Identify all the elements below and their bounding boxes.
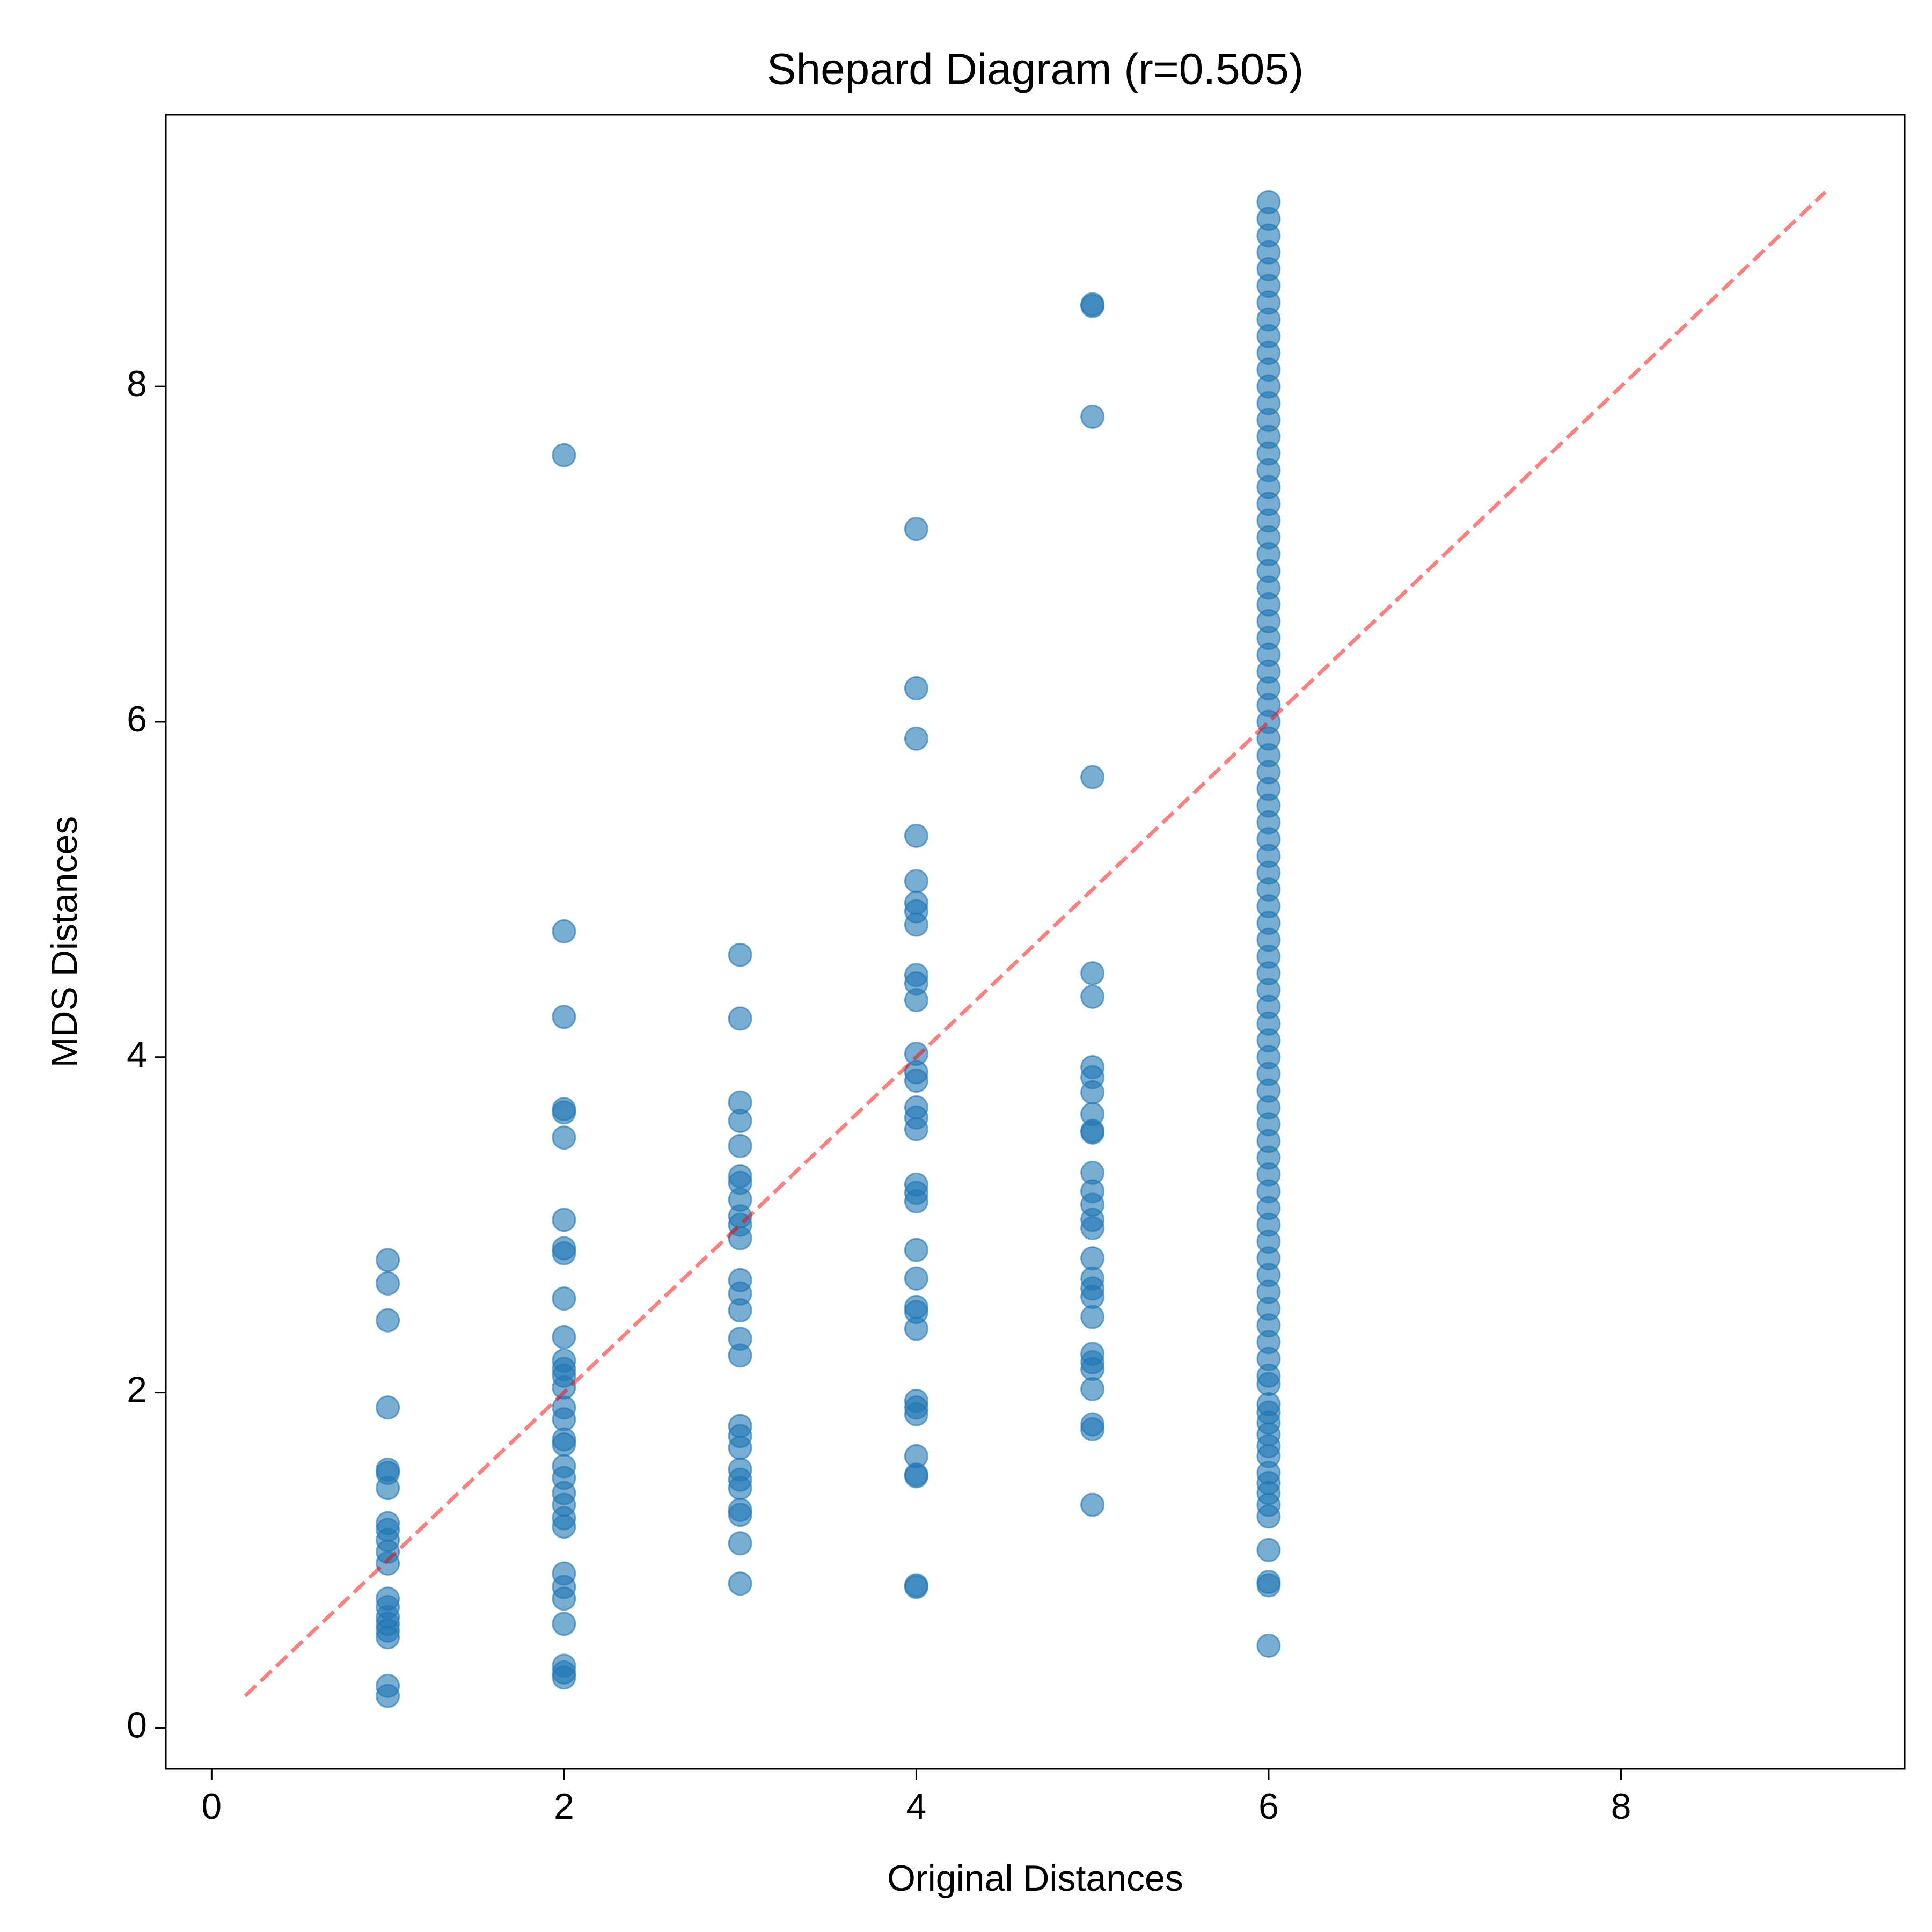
point: [1080, 961, 1105, 986]
point: [1256, 1633, 1281, 1658]
point: [376, 1684, 400, 1708]
point: [904, 1238, 928, 1262]
point: [1080, 984, 1105, 1009]
point: [904, 1117, 928, 1141]
y-tick-label: 4: [127, 1034, 147, 1075]
point: [1256, 1504, 1281, 1529]
point: [904, 1575, 928, 1599]
point: [1256, 1372, 1281, 1396]
point: [552, 1665, 576, 1690]
plot-frame: [165, 114, 1906, 1770]
point: [728, 1343, 752, 1368]
chart-title: Shepard Diagram (r=0.505): [767, 45, 1304, 94]
x-tick-label: 6: [1258, 1786, 1279, 1827]
point: [552, 1325, 576, 1350]
y-tick-label: 8: [127, 363, 147, 404]
point: [552, 1586, 576, 1611]
point: [552, 1612, 576, 1636]
point: [904, 823, 928, 848]
point: [904, 517, 928, 541]
x-tick-label: 2: [554, 1786, 574, 1827]
point: [904, 726, 928, 751]
point: [904, 1316, 928, 1341]
point: [552, 1286, 576, 1311]
x-tick-label: 4: [906, 1786, 927, 1827]
point: [552, 1100, 576, 1125]
point: [1256, 1573, 1281, 1598]
point: [1080, 1216, 1105, 1240]
point: [376, 1476, 400, 1501]
point: [904, 1266, 928, 1291]
point: [904, 1464, 928, 1489]
point: [1080, 1305, 1105, 1329]
point: [552, 1241, 576, 1265]
point: [904, 1189, 928, 1213]
point: [552, 1432, 576, 1457]
point: [1080, 1357, 1105, 1381]
point: [552, 1375, 576, 1400]
point: [728, 1503, 752, 1527]
point: [1080, 1417, 1105, 1441]
x-axis-label: Original Distances: [887, 1858, 1183, 1899]
point: [1256, 189, 1281, 214]
point: [376, 1551, 400, 1576]
point: [904, 912, 928, 937]
point: [728, 1531, 752, 1556]
point: [1080, 404, 1105, 429]
y-tick-label: 0: [127, 1704, 147, 1745]
x-tick-label: 8: [1611, 1786, 1631, 1827]
y-axis-label: MDS Distances: [44, 816, 85, 1068]
point: [376, 1248, 400, 1272]
point: [1080, 1377, 1105, 1401]
point: [552, 1407, 576, 1432]
point: [728, 942, 752, 967]
point: [728, 1571, 752, 1596]
point: [904, 869, 928, 894]
point: [376, 1625, 400, 1650]
point: [728, 1298, 752, 1323]
point: [552, 1208, 576, 1232]
point: [552, 1125, 576, 1150]
point: [728, 1133, 752, 1158]
point: [904, 676, 928, 700]
point: [552, 919, 576, 943]
point: [376, 1308, 400, 1333]
point: [728, 1006, 752, 1031]
point: [376, 1395, 400, 1420]
reference-line: [244, 191, 1827, 1697]
point: [1080, 765, 1105, 789]
point: [904, 1402, 928, 1426]
point: [1256, 1538, 1281, 1562]
point: [1080, 1492, 1105, 1517]
point: [728, 1476, 752, 1501]
point: [728, 1109, 752, 1133]
y-tick-label: 6: [127, 699, 147, 740]
point: [552, 1005, 576, 1029]
point: [1080, 294, 1105, 318]
point: [376, 1271, 400, 1296]
point: [904, 988, 928, 1013]
point: [1080, 1246, 1105, 1271]
x-tick-label: 0: [201, 1786, 222, 1827]
point: [1080, 1285, 1105, 1309]
y-tick-label: 2: [127, 1370, 147, 1410]
point: [552, 1514, 576, 1539]
point: [552, 443, 576, 467]
point: [1080, 1080, 1105, 1104]
point: [1080, 1120, 1105, 1145]
point: [904, 1069, 928, 1093]
point: [728, 1436, 752, 1460]
